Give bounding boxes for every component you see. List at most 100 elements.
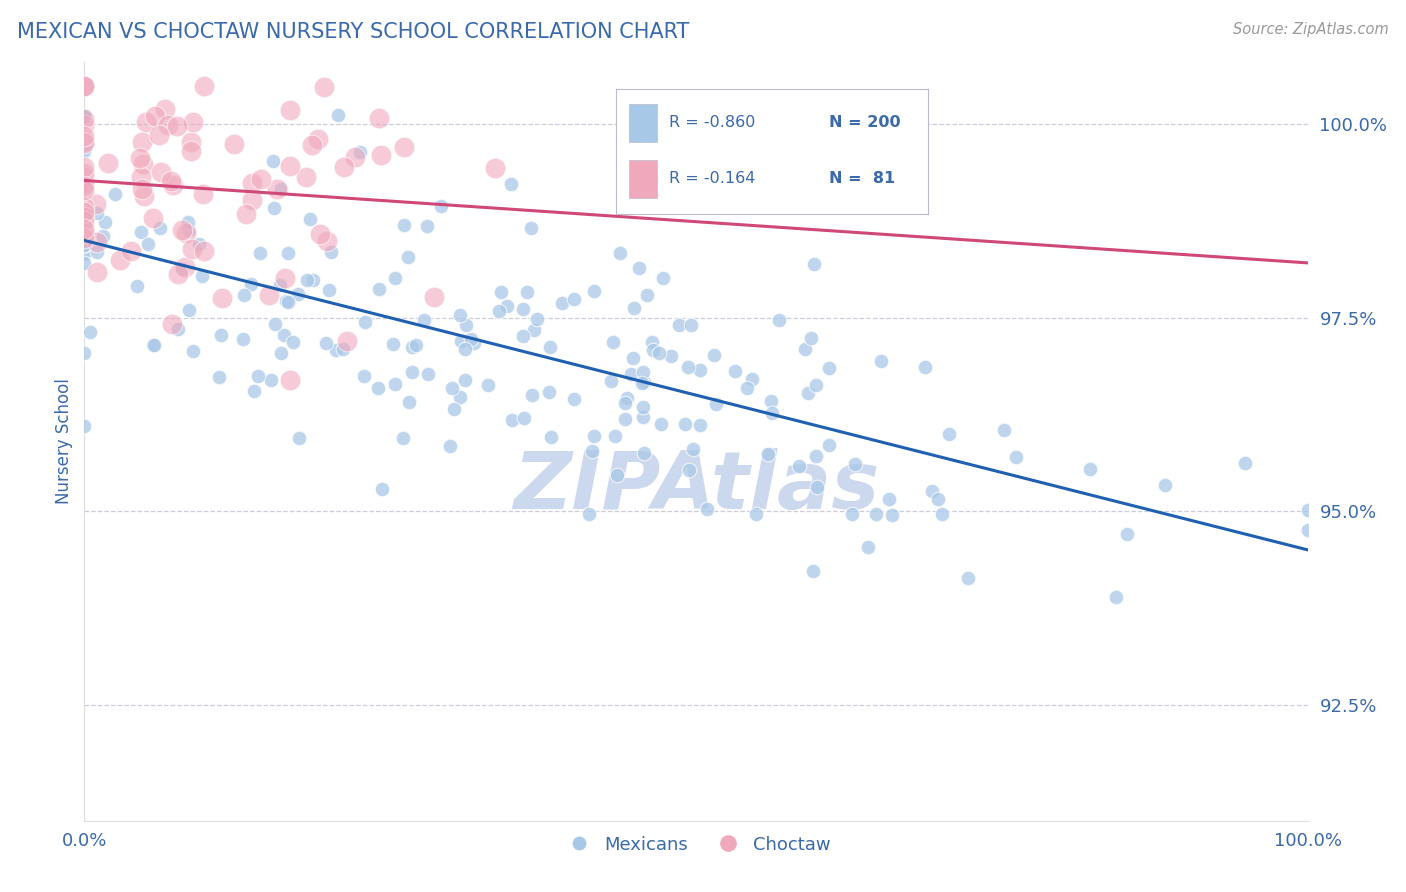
Point [724, 364, 747, 378]
Point [288, 431, 311, 445]
Point [332, 160, 354, 174]
Point [745, 507, 768, 521]
Point [384, 377, 406, 392]
Point [73, 109, 96, 123]
Point [794, 342, 817, 356]
Point [278, 103, 301, 117]
Point [240, 193, 263, 207]
Point [250, 171, 273, 186]
Point [91, 229, 114, 244]
Point [797, 386, 820, 401]
Point [132, 157, 155, 171]
Point [73, 109, 96, 123]
Point [270, 346, 292, 360]
Point [73, 109, 96, 123]
Point [190, 268, 212, 283]
Point [477, 377, 499, 392]
Point [370, 148, 392, 162]
Point [73, 78, 96, 93]
Point [583, 429, 606, 443]
Point [993, 423, 1015, 437]
Point [540, 430, 562, 444]
Point [73, 160, 96, 174]
Point [606, 468, 628, 483]
Point [668, 318, 690, 333]
Point [616, 392, 638, 406]
Point [270, 182, 292, 196]
Point [315, 336, 337, 351]
Point [174, 226, 197, 240]
Point [299, 212, 322, 227]
Point [301, 273, 323, 287]
Point [86, 265, 108, 279]
Point [501, 413, 523, 427]
Point [149, 220, 172, 235]
Point [232, 288, 254, 302]
Point [240, 176, 263, 190]
Point [631, 409, 654, 424]
Point [689, 418, 711, 433]
Point [150, 165, 173, 179]
Point [439, 439, 461, 453]
Point [398, 394, 420, 409]
Point [129, 151, 152, 165]
Point [602, 334, 624, 349]
Text: MEXICAN VS CHOCTAW NURSERY SCHOOL CORRELATION CHART: MEXICAN VS CHOCTAW NURSERY SCHOOL CORREL… [17, 22, 689, 42]
Point [162, 178, 184, 192]
Point [768, 313, 790, 327]
Point [193, 244, 215, 258]
Point [97, 156, 120, 170]
Point [682, 442, 704, 456]
Point [73, 346, 96, 360]
Point [651, 271, 673, 285]
Point [86, 235, 108, 250]
Point [703, 179, 725, 194]
Point [392, 139, 415, 153]
Point [704, 397, 727, 411]
Point [73, 112, 96, 127]
Point [631, 400, 654, 414]
Point [623, 301, 645, 316]
Point [430, 199, 453, 213]
Point [131, 135, 153, 149]
Point [136, 237, 159, 252]
Point [526, 312, 548, 326]
Point [623, 351, 645, 365]
Point [131, 225, 153, 239]
Point [177, 214, 200, 228]
Point [818, 438, 841, 452]
Point [865, 507, 887, 521]
Point [633, 445, 655, 459]
Point [396, 250, 419, 264]
Point [454, 373, 477, 387]
Point [73, 210, 96, 224]
Point [148, 128, 170, 143]
Point [367, 282, 389, 296]
Point [696, 502, 718, 516]
Point [104, 187, 127, 202]
Point [620, 367, 643, 381]
Point [125, 279, 148, 293]
Point [453, 343, 475, 357]
Point [142, 338, 165, 352]
Point [1296, 523, 1319, 537]
Point [73, 226, 96, 240]
Point [73, 109, 96, 123]
Point [240, 277, 263, 291]
Point [1115, 526, 1137, 541]
Point [73, 212, 96, 227]
Point [564, 392, 586, 407]
Point [633, 375, 655, 389]
Y-axis label: Nursery School: Nursery School [55, 378, 73, 505]
Point [564, 292, 586, 306]
Point [301, 137, 323, 152]
Point [73, 179, 96, 194]
Point [659, 349, 682, 363]
Point [501, 177, 523, 191]
Point [631, 366, 654, 380]
Point [382, 337, 405, 351]
Point [678, 463, 700, 477]
Point [422, 290, 444, 304]
Point [804, 378, 827, 392]
Point [273, 328, 295, 343]
